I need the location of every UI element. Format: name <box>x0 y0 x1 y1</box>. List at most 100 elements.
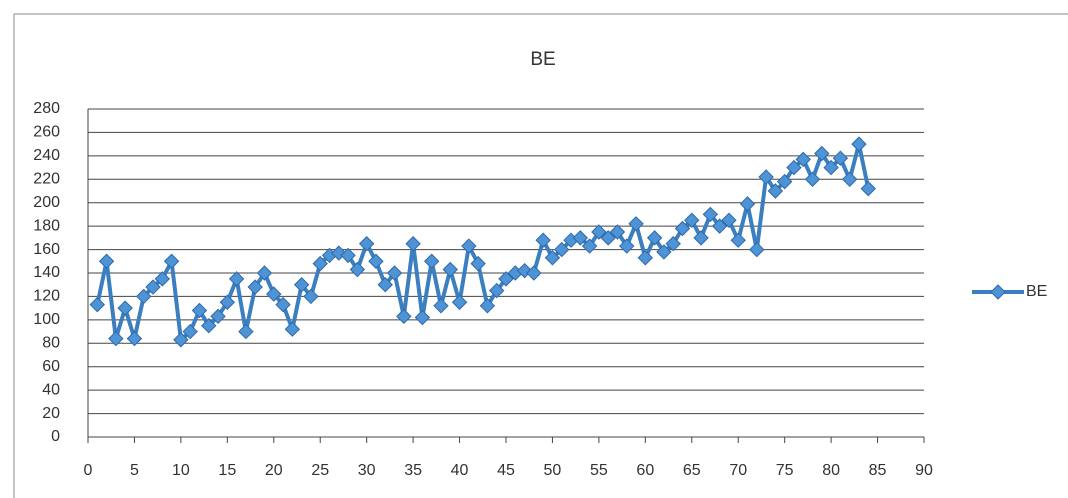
data-point <box>776 173 793 190</box>
data-point <box>108 330 124 347</box>
x-tick-label: 20 <box>265 462 283 479</box>
x-tick-label: 50 <box>544 462 562 479</box>
data-point <box>414 309 431 326</box>
data-point <box>721 212 737 228</box>
data-point <box>154 271 171 287</box>
data-point <box>841 171 858 187</box>
y-tick-label: 40 <box>42 381 60 398</box>
data-point <box>851 136 867 152</box>
data-point <box>535 232 551 248</box>
legend-label: BE <box>1026 283 1047 300</box>
data-point <box>89 296 105 313</box>
x-tick-label: 40 <box>451 462 469 479</box>
data-point <box>516 262 533 279</box>
x-tick-label: 15 <box>218 462 236 479</box>
data-point <box>275 296 291 313</box>
data-point <box>163 253 180 269</box>
data-point <box>173 332 189 348</box>
data-point <box>98 253 115 269</box>
x-tick-label: 85 <box>869 462 887 479</box>
data-point <box>600 230 616 246</box>
x-tick-label: 45 <box>497 462 515 479</box>
x-tick-label: 70 <box>729 462 747 479</box>
data-point <box>340 247 356 264</box>
y-tick-label: 120 <box>33 288 60 305</box>
data-point <box>572 230 589 246</box>
data-point <box>238 323 254 340</box>
data-point <box>609 224 626 240</box>
data-point <box>526 265 542 281</box>
x-tick-label: 30 <box>358 462 376 479</box>
data-point <box>702 206 719 223</box>
data-point <box>619 238 635 254</box>
data-point <box>665 236 681 252</box>
data-point <box>581 238 598 254</box>
data-point <box>228 271 245 287</box>
x-tick-label: 80 <box>822 462 840 479</box>
data-point <box>247 279 263 295</box>
y-tick-label: 260 <box>33 124 60 141</box>
data-point <box>489 282 505 299</box>
data-point <box>136 288 152 305</box>
data-point <box>256 265 273 281</box>
x-tick-label: 75 <box>776 462 794 479</box>
x-tick-label: 0 <box>84 462 93 479</box>
y-tick-label: 160 <box>33 241 60 258</box>
data-point <box>637 250 654 266</box>
x-tick-label: 35 <box>404 462 422 479</box>
data-point <box>442 261 458 278</box>
data-point <box>804 171 821 187</box>
x-tick-label: 10 <box>172 462 190 479</box>
data-point <box>293 277 310 293</box>
data-point <box>470 255 486 272</box>
data-point <box>730 232 746 248</box>
data-point <box>739 196 756 212</box>
data-point <box>656 244 672 260</box>
data-point <box>201 318 217 334</box>
data-point <box>210 308 226 325</box>
data-point <box>554 241 570 258</box>
data-point <box>498 271 514 287</box>
data-point <box>386 265 403 281</box>
y-tick-label: 0 <box>51 428 60 445</box>
y-tick-label: 60 <box>42 358 60 375</box>
data-point <box>544 250 561 266</box>
data-point <box>433 298 449 314</box>
data-point <box>591 224 607 240</box>
data-point <box>182 323 198 340</box>
data-point <box>711 218 728 234</box>
data-point <box>312 255 328 272</box>
data-point <box>396 308 412 325</box>
data-point <box>758 169 774 185</box>
data-point <box>786 159 802 176</box>
y-tick-label: 220 <box>33 171 60 188</box>
y-tick-label: 80 <box>42 335 60 352</box>
data-point <box>646 230 663 246</box>
data-point <box>860 180 876 197</box>
data-point <box>749 241 765 258</box>
data-point <box>479 298 496 314</box>
data-point <box>451 294 468 310</box>
data-point <box>684 212 700 228</box>
x-tick-label: 5 <box>130 462 139 479</box>
data-point <box>358 236 375 252</box>
data-point <box>349 261 366 278</box>
x-tick-label: 25 <box>311 462 329 479</box>
data-point <box>405 236 421 252</box>
x-tick-label: 55 <box>590 462 608 479</box>
data-point <box>284 321 301 337</box>
x-tick-label: 90 <box>915 462 933 479</box>
y-tick-label: 140 <box>33 264 60 281</box>
data-point <box>674 220 691 237</box>
y-tick-label: 240 <box>33 147 60 164</box>
data-point <box>117 300 133 316</box>
x-tick-label: 60 <box>636 462 654 479</box>
data-point <box>331 245 347 261</box>
y-tick-label: 200 <box>33 194 60 211</box>
x-tick-label: 65 <box>683 462 701 479</box>
data-point <box>219 294 236 310</box>
data-point <box>767 183 784 199</box>
data-point <box>832 150 849 166</box>
